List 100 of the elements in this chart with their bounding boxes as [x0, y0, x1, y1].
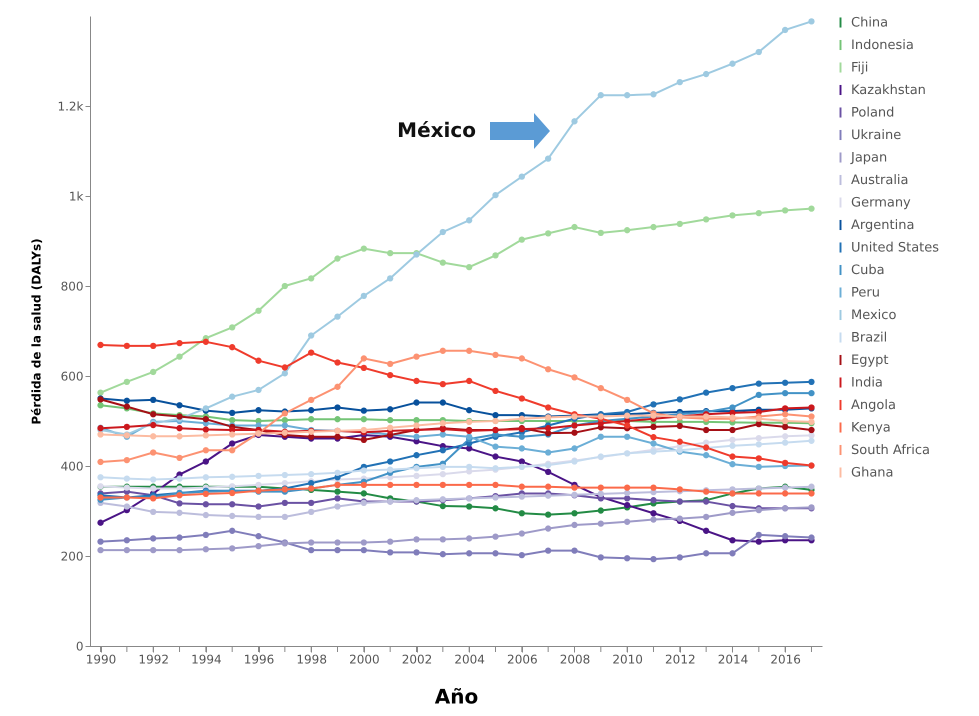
- point: [756, 455, 762, 462]
- point: [598, 490, 604, 498]
- point: [150, 342, 156, 350]
- point: [229, 344, 236, 350]
- point: [782, 390, 788, 396]
- point: [782, 424, 788, 430]
- point: [440, 228, 446, 236]
- point: [650, 440, 657, 447]
- point: [255, 308, 262, 314]
- point: [440, 259, 446, 266]
- x-tick-label: 2012: [665, 652, 696, 666]
- legend-label: Australia: [851, 173, 909, 188]
- point: [466, 535, 472, 542]
- point: [544, 492, 552, 499]
- point: [308, 275, 314, 282]
- point: [150, 396, 156, 404]
- point: [598, 434, 604, 440]
- point: [334, 255, 341, 262]
- point: [492, 388, 499, 394]
- point: [808, 390, 815, 396]
- point: [440, 399, 446, 406]
- point: [729, 60, 736, 67]
- point: [360, 546, 368, 554]
- point: [413, 399, 420, 406]
- point: [124, 398, 130, 404]
- point: [756, 532, 762, 538]
- point: [598, 413, 604, 420]
- point: [387, 538, 394, 545]
- point: [466, 550, 472, 556]
- point: [729, 404, 736, 411]
- legend-label: South Africa: [851, 443, 930, 458]
- point: [676, 422, 683, 430]
- point: [729, 436, 736, 444]
- x-tick-label: 1996: [244, 652, 274, 666]
- point: [808, 534, 815, 541]
- point: [124, 456, 130, 464]
- point: [756, 434, 762, 442]
- point: [544, 484, 552, 490]
- point: [308, 396, 314, 404]
- point: [650, 516, 657, 523]
- point: [702, 528, 710, 534]
- point: [282, 514, 288, 520]
- point: [413, 353, 420, 360]
- point: [808, 378, 815, 386]
- point: [729, 461, 736, 468]
- point: [229, 501, 236, 508]
- point: [387, 406, 394, 412]
- point: [202, 501, 210, 508]
- point: [360, 416, 368, 422]
- y-tick-label: 200: [60, 550, 84, 564]
- point: [729, 384, 736, 392]
- point: [702, 70, 710, 78]
- point: [544, 404, 552, 411]
- point: [202, 474, 210, 480]
- point: [676, 396, 683, 403]
- point: [782, 433, 788, 440]
- x-tick-label: 1994: [191, 652, 222, 666]
- point: [229, 447, 236, 454]
- point: [571, 510, 578, 516]
- point: [518, 493, 525, 500]
- point: [571, 224, 578, 230]
- point: [282, 472, 288, 478]
- point: [571, 484, 578, 491]
- point: [229, 324, 236, 331]
- point: [176, 353, 183, 360]
- point: [334, 404, 341, 411]
- point: [782, 533, 788, 540]
- point: [676, 220, 683, 228]
- point: [729, 442, 736, 449]
- point: [729, 212, 736, 219]
- point: [466, 464, 472, 470]
- x-tick-label: 2014: [718, 652, 748, 666]
- point: [229, 474, 236, 480]
- point: [176, 510, 183, 516]
- point: [598, 507, 604, 514]
- x-tick-label: 2002: [402, 652, 432, 666]
- x-tick-label: 2006: [507, 652, 538, 666]
- point: [650, 224, 657, 230]
- point: [176, 534, 183, 541]
- point: [360, 245, 368, 252]
- point: [518, 355, 525, 362]
- point: [756, 210, 762, 216]
- point: [255, 407, 262, 414]
- point: [124, 342, 130, 350]
- point: [150, 546, 156, 554]
- point: [492, 533, 499, 540]
- point: [650, 401, 657, 408]
- legend-label: United States: [851, 240, 940, 256]
- point: [544, 155, 552, 162]
- point: [150, 433, 156, 440]
- point: [676, 78, 683, 86]
- point: [255, 542, 262, 550]
- point: [808, 18, 815, 25]
- point: [255, 514, 262, 520]
- legend-label: China: [851, 16, 888, 30]
- point: [413, 416, 420, 424]
- point: [255, 358, 262, 364]
- point: [624, 484, 630, 491]
- point: [756, 464, 762, 470]
- point: [544, 230, 552, 237]
